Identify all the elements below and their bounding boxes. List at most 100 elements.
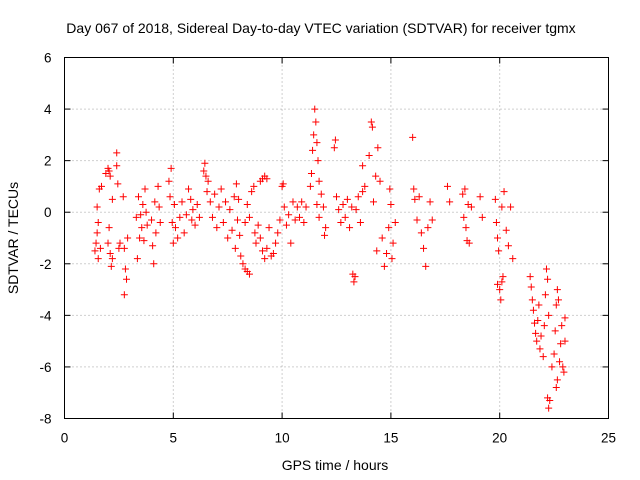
x-tick-label: 25 — [601, 431, 616, 446]
data-point — [545, 311, 553, 319]
data-point — [94, 219, 102, 227]
data-point — [309, 146, 317, 154]
data-point — [546, 396, 554, 404]
data-point — [245, 213, 253, 221]
data-point — [156, 219, 164, 227]
data-point — [116, 239, 124, 247]
data-point — [560, 368, 568, 376]
data-point — [467, 203, 475, 211]
data-point — [293, 203, 301, 211]
data-point — [491, 195, 499, 203]
data-point — [415, 193, 423, 201]
data-point — [346, 224, 354, 232]
data-point — [217, 185, 225, 193]
data-point — [226, 206, 234, 214]
data-point — [378, 234, 386, 242]
data-point — [417, 229, 425, 237]
data-point — [132, 213, 140, 221]
data-point — [498, 203, 506, 211]
data-point — [554, 296, 562, 304]
data-point — [529, 306, 537, 314]
data-point — [465, 239, 473, 247]
data-point — [166, 193, 174, 201]
data-point — [498, 278, 506, 286]
data-point — [315, 177, 323, 185]
data-point — [243, 200, 251, 208]
data-point — [359, 188, 367, 196]
x-tick-label: 5 — [170, 431, 178, 446]
plot-frame — [64, 57, 609, 419]
data-point — [391, 219, 399, 227]
data-point — [541, 291, 549, 299]
data-point — [559, 363, 567, 371]
data-point — [459, 190, 467, 198]
data-point — [557, 340, 565, 348]
data-point — [195, 213, 203, 221]
data-point — [460, 213, 468, 221]
data-point — [107, 262, 115, 270]
data-point — [168, 219, 176, 227]
data-point — [300, 219, 308, 227]
data-point — [302, 203, 310, 211]
data-point — [374, 144, 382, 152]
data-point — [348, 203, 356, 211]
data-point — [104, 239, 112, 247]
data-point — [492, 219, 500, 227]
data-point — [545, 404, 553, 412]
data-point — [504, 242, 512, 250]
data-point — [280, 203, 288, 211]
data-point — [533, 337, 541, 345]
data-point — [174, 234, 182, 242]
data-point — [497, 296, 505, 304]
data-point — [443, 182, 451, 190]
data-point — [341, 213, 349, 221]
data-point — [409, 133, 417, 141]
data-point — [367, 118, 375, 126]
data-point — [120, 244, 128, 252]
data-point — [422, 262, 430, 270]
data-point — [291, 216, 299, 224]
data-point — [359, 162, 367, 170]
data-point — [310, 131, 318, 139]
data-point — [313, 200, 321, 208]
data-point — [272, 239, 280, 247]
data-point — [108, 255, 116, 263]
data-point — [313, 139, 321, 147]
data-point — [252, 239, 260, 247]
data-point — [256, 234, 264, 242]
data-point — [213, 224, 221, 232]
data-point — [124, 234, 132, 242]
data-point — [542, 265, 550, 273]
data-point — [410, 185, 418, 193]
data-point — [176, 213, 184, 221]
y-tick-label: 6 — [44, 51, 52, 66]
data-point — [142, 208, 150, 216]
y-tick-label: 0 — [44, 205, 52, 220]
data-point — [330, 144, 338, 152]
data-point — [134, 193, 142, 201]
data-point — [105, 224, 113, 232]
data-point — [178, 198, 186, 206]
data-point — [239, 260, 247, 268]
data-point — [350, 278, 358, 286]
data-point — [507, 203, 515, 211]
data-point — [356, 219, 364, 227]
data-point — [495, 247, 503, 255]
data-point — [185, 185, 193, 193]
data-point — [276, 216, 284, 224]
data-point — [314, 157, 322, 165]
x-tick-label: 15 — [383, 431, 398, 446]
data-point — [236, 231, 244, 239]
data-point — [224, 234, 232, 242]
data-point — [289, 198, 297, 206]
data-point — [534, 317, 542, 325]
y-tick-label: -4 — [39, 308, 51, 323]
data-point — [170, 200, 178, 208]
data-point — [136, 234, 144, 242]
data-point — [509, 255, 517, 263]
data-point — [140, 237, 148, 245]
data-point — [105, 167, 113, 175]
data-point — [426, 198, 434, 206]
data-point — [191, 221, 199, 229]
